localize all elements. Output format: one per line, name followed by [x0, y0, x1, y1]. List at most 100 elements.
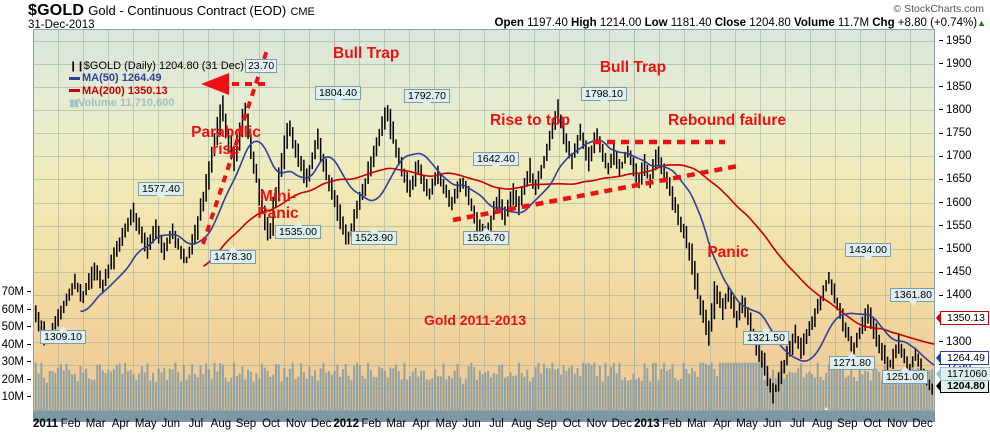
price-axis-tick: 1450: [939, 266, 972, 278]
vertical-gridline: [83, 29, 84, 411]
date-axis-label: Dec: [611, 418, 633, 430]
open-label: Open: [494, 17, 524, 29]
horizontal-gridline: [33, 87, 935, 88]
ma50-line: [80, 139, 935, 367]
legend-volume-text: Volume 11,710,600: [78, 97, 175, 110]
price-axis-tick: 1950: [939, 35, 972, 47]
volume-value: 11.7M: [837, 17, 870, 29]
date-axis-label: Feb: [661, 418, 682, 430]
legend-price-text: $GOLD (Daily) 1204.80 (31 Dec): [83, 60, 244, 72]
price-axis-tick: 1550: [939, 220, 972, 232]
vertical-gridline: [785, 29, 786, 411]
ma200-color-swatch-icon: [69, 89, 80, 93]
date-axis-label: Nov: [586, 418, 607, 430]
price-axis-tick: 1400: [939, 289, 972, 301]
vertical-gridline: [208, 29, 209, 411]
exchange-label: CME: [290, 6, 315, 18]
high-label: High: [571, 17, 597, 29]
close-label: Close: [714, 17, 747, 29]
vertical-gridline: [760, 29, 761, 411]
volume-axis-tick: 10M: [2, 391, 31, 403]
price-callout: 1577.40: [138, 182, 184, 200]
ma50-flag: 1264.49: [936, 350, 989, 365]
vertical-gridline: [259, 29, 260, 411]
date-axis-label: Jun: [762, 418, 782, 430]
vertical-gridline: [559, 29, 560, 411]
date-axis-label: Mar: [386, 418, 407, 430]
vertical-gridline: [609, 29, 610, 411]
legend-ma200-text: MA(200) 1350.13: [82, 84, 168, 97]
volume-axis-tick: 50M: [2, 321, 31, 333]
low-value: 1181.40: [670, 17, 712, 29]
volume-flag: 1171060: [935, 367, 990, 381]
vertical-gridline: [810, 29, 811, 411]
symbol-ticker: $GOLD: [28, 2, 85, 19]
annotation-parabolic-rise: Parabolic rise: [191, 124, 261, 158]
volume-axis-tick: 60M: [2, 304, 31, 316]
legend-ma50-text: MA(50) 1264.49: [82, 72, 162, 85]
annotation-mini-panic: Mini- Panic: [257, 188, 298, 222]
annotation-rise-to-top: Rise to top: [490, 112, 570, 129]
annotation-line: Bull Trap: [333, 45, 400, 62]
horizontal-gridline: [33, 388, 935, 389]
horizontal-gridline: [33, 110, 935, 111]
vertical-gridline: [108, 29, 109, 411]
annotation-line: Bull Trap: [599, 59, 667, 76]
price-callout: 1251.00: [882, 366, 928, 384]
stockcharts-credit: © StockCharts.com: [893, 3, 984, 15]
horizontal-gridline: [33, 318, 935, 319]
open-value: 1197.40: [527, 17, 568, 29]
annotation-line: Panic: [707, 244, 749, 261]
date-axis-label: Jul: [489, 418, 504, 430]
date-axis-label: Jun: [462, 418, 481, 430]
horizontal-gridline: [33, 272, 935, 273]
volume-axis-tick: 70M: [2, 286, 31, 298]
volume-bars-icon: ▮▮: [69, 98, 79, 110]
date-axis-label: May: [736, 418, 758, 430]
horizontal-gridline: [33, 249, 935, 250]
bull-trap-arrow-icon: [201, 73, 265, 95]
price-callout: 1526.70: [463, 227, 509, 245]
vertical-gridline: [384, 29, 385, 411]
price-callout: 1309.10: [40, 326, 86, 344]
vertical-gridline: [710, 29, 711, 411]
price-callout: 1434.00: [845, 243, 891, 261]
annotation-rebound-failure: Rebound failure: [668, 112, 786, 129]
chart-legend: ❙❙$GOLD (Daily) 1204.80 (31 Dec) 23.70 MA…: [69, 59, 278, 110]
vertical-gridline: [534, 29, 535, 411]
price-axis-tick: 1650: [939, 173, 972, 185]
close-flag: 1204.80: [936, 378, 989, 393]
date-axis-label: Jun: [161, 418, 181, 430]
legend-price-change-box: 23.70: [244, 59, 278, 73]
annotation-bull-trap-1: Bull Trap: [333, 45, 399, 62]
horizontal-gridline: [33, 203, 935, 204]
ohlc-summary-bar: Open 1197.40 High 1214.00 Low 1181.40 Cl…: [495, 17, 986, 29]
horizontal-gridline: [33, 179, 935, 180]
annotation-chart-title: Gold 2011-2013: [424, 312, 526, 329]
date-axis-label: May: [435, 418, 458, 430]
vertical-gridline: [309, 29, 310, 411]
chg-up-arrow-icon: ▲: [977, 18, 986, 28]
vertical-gridline: [183, 29, 184, 411]
date-axis-label: Jul: [188, 418, 204, 430]
vertical-gridline: [735, 29, 736, 411]
price-bar-icon: ❙❙: [69, 61, 85, 72]
price-callout: 1523.90: [351, 227, 397, 245]
trendline-overlay: [201, 46, 739, 245]
vertical-gridline: [835, 29, 836, 411]
x-axis-band: [33, 411, 935, 422]
date-axis-label: Mar: [687, 418, 707, 430]
volume-bars: [33, 362, 935, 411]
date-axis-label: 2011: [33, 418, 58, 430]
volume-label: Volume: [794, 17, 835, 29]
chart-title-header: $GOLD Gold - Continuous Contract (EOD) C…: [28, 2, 315, 20]
date-axis-label: 2013: [634, 418, 660, 430]
horizontal-gridline: [33, 64, 935, 65]
date-axis-label: Feb: [361, 418, 382, 430]
vertical-gridline: [910, 29, 911, 411]
vertical-gridline: [509, 29, 510, 411]
horizontal-gridline: [33, 295, 935, 296]
date-axis-label: Sep: [235, 418, 257, 430]
vertical-gridline: [58, 29, 59, 411]
vertical-gridline: [584, 29, 585, 411]
